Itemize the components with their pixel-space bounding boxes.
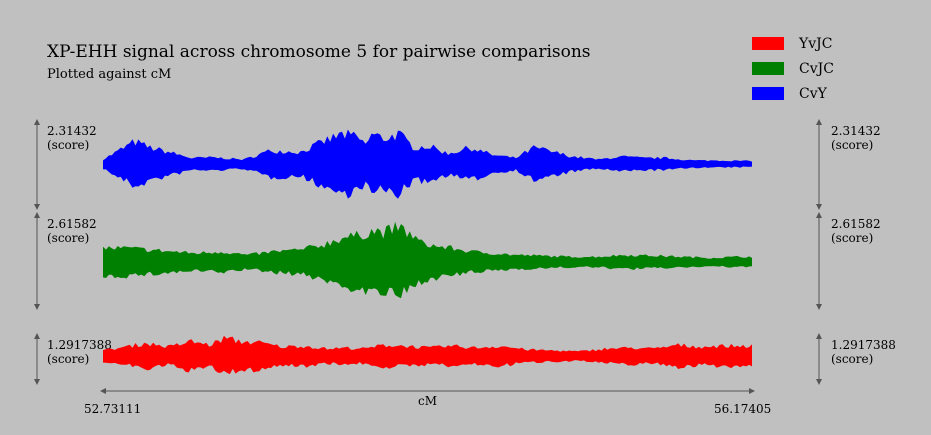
legend-swatch <box>752 37 784 50</box>
x-max-label: 56.17405 <box>714 402 772 416</box>
legend: YvJC CvJC CvY <box>752 31 834 106</box>
scale-unit: (score) <box>831 352 874 366</box>
series-area-cvjc <box>103 221 752 299</box>
legend-label: CvY <box>799 85 827 102</box>
scale-value: 2.31432 <box>831 124 881 138</box>
scale-label-cvjc-right: 2.61582 (score) <box>831 217 881 245</box>
chart-title: XP-EHH signal across chromosome 5 for pa… <box>47 42 591 62</box>
legend-item-row-3: CvY <box>752 81 834 106</box>
scale-value: 2.61582 <box>831 217 881 231</box>
scale-label-cvjc-left: 2.61582 (score) <box>47 217 97 245</box>
scale-label-yvjc-left: 1.2917388 (score) <box>47 338 112 366</box>
legend-label: YvJC <box>799 35 833 52</box>
legend-swatch <box>752 87 784 100</box>
legend-swatch <box>752 62 784 75</box>
legend-item-cvy-row-1: YvJC <box>752 31 834 56</box>
scale-value: 2.61582 <box>47 217 97 231</box>
scale-unit: (score) <box>831 138 874 152</box>
scale-unit: (score) <box>47 231 90 245</box>
legend-label: CvJC <box>799 60 834 77</box>
x-axis-label: cM <box>418 394 438 408</box>
scale-label-yvjc-right: 1.2917388 (score) <box>831 338 896 366</box>
series-area-yvjc <box>103 335 752 375</box>
x-min-label: 52.73111 <box>84 402 142 416</box>
scale-value: 2.31432 <box>47 124 97 138</box>
chart-subtitle: Plotted against cM <box>47 67 172 82</box>
scale-label-cvy-left: 2.31432 (score) <box>47 124 97 152</box>
series-area-cvy <box>103 129 752 199</box>
scale-unit: (score) <box>47 352 90 366</box>
scale-unit: (score) <box>47 138 90 152</box>
scale-label-cvy-right: 2.31432 (score) <box>831 124 881 152</box>
scale-value: 1.2917388 <box>47 338 112 352</box>
legend-item-row-2: CvJC <box>752 56 834 81</box>
scale-value: 1.2917388 <box>831 338 896 352</box>
scale-unit: (score) <box>831 231 874 245</box>
